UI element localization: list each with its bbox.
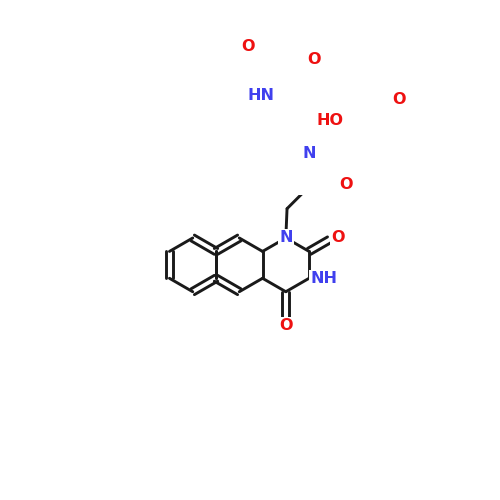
Text: N: N <box>279 230 292 246</box>
Text: O: O <box>392 92 406 107</box>
Text: NH: NH <box>310 271 338 286</box>
Text: O: O <box>307 52 320 67</box>
Text: O: O <box>331 230 344 245</box>
Text: O: O <box>279 318 292 334</box>
Text: O: O <box>241 38 254 54</box>
Text: O: O <box>339 176 352 192</box>
Text: N: N <box>302 146 316 161</box>
Text: HN: HN <box>248 88 275 102</box>
Text: HO: HO <box>316 112 344 128</box>
